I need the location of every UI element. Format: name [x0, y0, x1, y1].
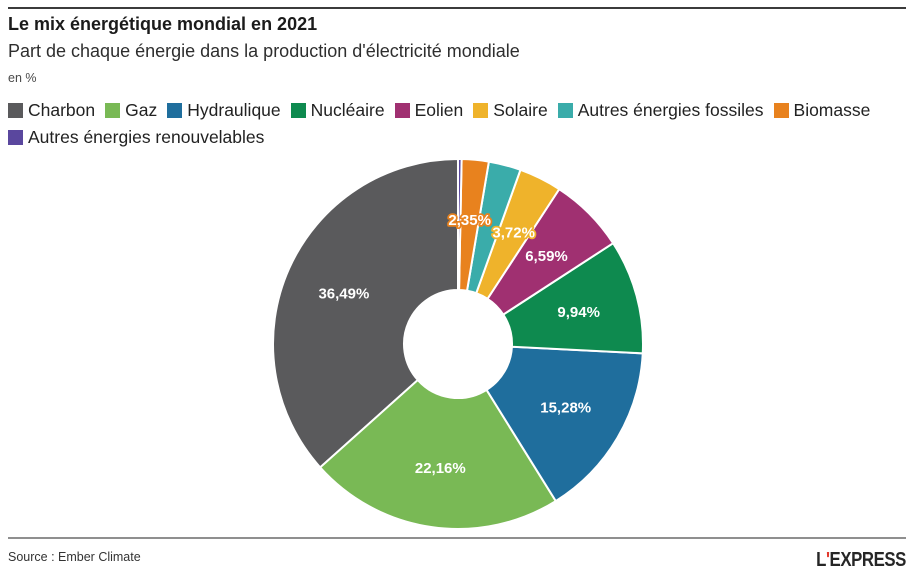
- chart-title: Le mix énergétique mondial en 2021: [8, 14, 318, 34]
- legend-label: Charbon: [28, 100, 96, 120]
- legend-label: Eolien: [414, 100, 464, 120]
- legend-item-nucleaire: Nucléaire: [290, 99, 385, 121]
- legend-swatch-eolien: [394, 102, 410, 118]
- top-divider: [8, 7, 906, 9]
- legend-swatch-nucleaire: [290, 102, 306, 118]
- source-note: Source : Ember Climate: [8, 550, 141, 564]
- legend-item-hydraulique: Hydraulique: [167, 99, 281, 121]
- unit-note: en %: [8, 71, 37, 85]
- legend-swatch-autres-energies-renouvelables: [8, 129, 23, 145]
- bottom-divider: [8, 537, 906, 539]
- pie-slice-hydraulique: [485, 345, 644, 503]
- slice-label-hydraulique: 15,28%: [540, 400, 591, 417]
- pie-slice-nucleaire: [501, 241, 644, 355]
- slice-label-biomasse: 2,35%: [448, 212, 491, 229]
- legend-swatch-autres-energies-fossiles: [557, 102, 573, 118]
- pie-slice-autres-energies-renouvelables: [457, 157, 463, 292]
- logo-rest: EXPRESS: [829, 549, 907, 571]
- legend-swatch-gaz: [105, 102, 121, 118]
- legend-swatch-biomasse: [773, 102, 789, 118]
- legend-item-eolien: Eolien: [394, 99, 464, 121]
- legend-swatch-hydraulique: [167, 102, 183, 118]
- chart-legend: Charbon Gaz Hydraulique Nucléaire Eolien Sola…: [8, 99, 906, 148]
- slice-label-eolien: 6,59%: [525, 248, 568, 265]
- legend-item-gaz: Gaz: [105, 99, 157, 121]
- slice-label-nucleaire: 9,94%: [557, 304, 600, 321]
- legend-label: Gaz: [125, 100, 158, 120]
- slice-label-charbon: 36,49%: [318, 285, 369, 302]
- legend-item-autres-energies-renouvelables: Autres énergies renouvelables: [8, 126, 264, 148]
- legend-label: Solaire: [493, 100, 548, 120]
- legend-label: Autres énergies fossiles: [577, 100, 764, 120]
- slice-label-gaz: 22,16%: [415, 460, 466, 477]
- legend-item-charbon: Charbon: [8, 99, 95, 121]
- pie-slice-gaz: [318, 378, 558, 530]
- pie-slice-charbon: [272, 157, 459, 469]
- legend-swatch-solaire: [473, 102, 489, 118]
- slice-label-solaire: 3,72%: [492, 224, 535, 241]
- legend-swatch-charbon: [8, 102, 23, 118]
- logo-prefix: L: [816, 549, 826, 571]
- donut-chart: 36,49% 22,16% 15,28% 9,94% 6,59% 3,72%2,35%: [272, 157, 644, 530]
- legend-item-autres-energies-fossiles: Autres énergies fossiles: [557, 99, 764, 121]
- legend-item-biomasse: Biomasse: [773, 99, 871, 121]
- legend-label: Autres énergies renouvelables: [28, 127, 265, 147]
- legend-item-solaire: Solaire: [473, 99, 548, 121]
- chart-subtitle: Part de chaque énergie dans la productio…: [8, 41, 520, 61]
- legend-label: Biomasse: [793, 100, 871, 120]
- legend-label: Hydraulique: [187, 100, 281, 120]
- lexpress-logo: L'EXPRESS: [816, 549, 906, 572]
- legend-label: Nucléaire: [310, 100, 385, 120]
- logo-apostrophe: ': [825, 549, 830, 571]
